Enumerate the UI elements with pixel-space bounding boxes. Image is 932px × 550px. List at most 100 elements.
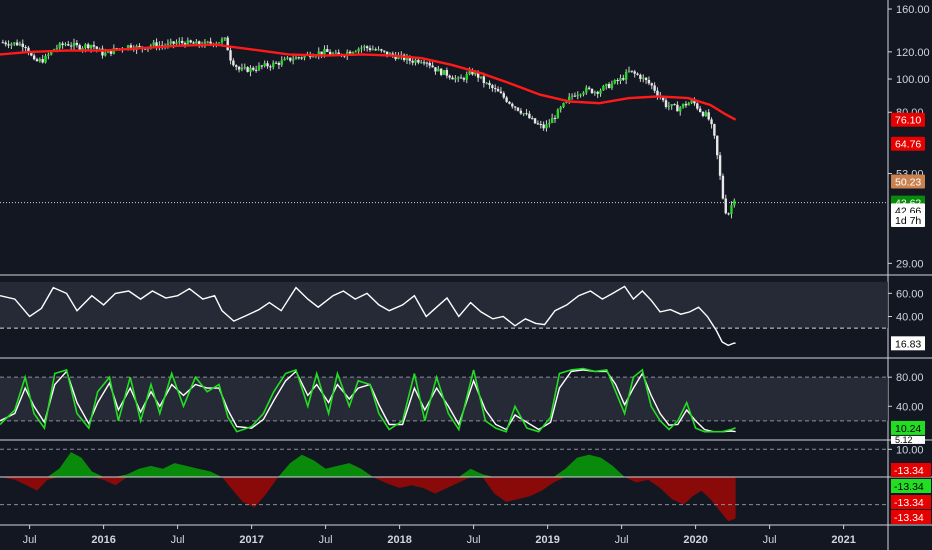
candle-body (13, 42, 16, 44)
candle-body (491, 85, 494, 89)
candle-body (237, 66, 241, 70)
candle-body (511, 103, 514, 107)
candle-body (106, 50, 110, 53)
candle-body (368, 48, 372, 50)
candle-body (328, 51, 332, 55)
candle-body (169, 41, 172, 44)
candle-body (243, 67, 246, 69)
candle-body (690, 100, 693, 104)
candle-body (673, 104, 676, 106)
candle-body (496, 89, 500, 92)
candle-body (730, 205, 733, 214)
candle-body (303, 55, 306, 58)
candle-body (240, 67, 244, 70)
candle-body (198, 41, 201, 45)
candle-body (104, 52, 107, 56)
candle-body (422, 62, 426, 64)
candle-body (152, 42, 155, 46)
candle-body (710, 119, 713, 125)
candle-body (280, 60, 283, 65)
candle-body (610, 83, 614, 89)
candle-body (667, 106, 671, 108)
oscillator-value-label: -13.34 (894, 465, 924, 477)
candle-body (64, 44, 67, 46)
candle-body (525, 113, 528, 115)
candle-body (579, 94, 582, 96)
candle-body (471, 71, 474, 75)
candle-body (437, 68, 440, 72)
stoch-d-label: 5.12 (895, 435, 913, 445)
candle-body (727, 213, 730, 215)
candle-body (394, 55, 397, 59)
candle-body (454, 78, 457, 80)
candle-body (661, 97, 665, 101)
rsi-axis-label: 40.00 (896, 312, 924, 324)
candle-body (531, 118, 534, 120)
candle-body (21, 43, 24, 48)
candle-body (235, 65, 238, 67)
candle-body (317, 51, 320, 56)
candle-body (528, 113, 531, 119)
candle-body (383, 50, 386, 52)
candle-body (439, 68, 443, 75)
candle-body (647, 79, 651, 84)
candle-body (380, 49, 383, 51)
price-badge-label: 50.23 (895, 177, 921, 189)
candle-body (508, 101, 511, 104)
candle-body (126, 45, 130, 49)
candle-body (172, 41, 175, 44)
candle-body (545, 124, 548, 129)
candle-body (605, 83, 608, 86)
candle-body (630, 70, 634, 72)
candle-body (607, 83, 611, 89)
candle-body (596, 91, 599, 94)
candle-body (670, 104, 673, 107)
oscillator-positive-area (0, 452, 736, 477)
candle-body (536, 123, 540, 125)
candle-body (283, 58, 286, 61)
candle-body (254, 69, 258, 71)
candle-body (602, 85, 605, 91)
candle-body (519, 110, 523, 114)
candle-body (272, 62, 275, 68)
candle-body (716, 135, 719, 156)
candle-body (431, 65, 434, 68)
candle-body (109, 50, 113, 54)
candle-body (98, 48, 101, 50)
price-badge (891, 112, 925, 127)
candle-body (24, 47, 27, 49)
candle-body (209, 41, 212, 44)
candle-body (348, 51, 352, 54)
candle-body (550, 117, 554, 124)
candle-body (32, 55, 36, 60)
candle-body (425, 62, 429, 64)
candle-body (587, 87, 591, 89)
candle-body (149, 45, 153, 48)
candle-body (67, 44, 70, 46)
candle-body (47, 54, 50, 56)
candle-body (556, 109, 560, 119)
price-badge (891, 174, 925, 189)
candle-body (459, 77, 463, 79)
candle-body (704, 112, 708, 117)
time-axis-label: Jul (319, 534, 333, 546)
candle-body (220, 39, 224, 43)
candle-body (698, 108, 702, 112)
candle-body (260, 65, 264, 67)
candle-body (616, 80, 619, 82)
candle-body (186, 40, 190, 46)
candle-body (78, 45, 81, 50)
time-axis-label: 2016 (91, 534, 115, 546)
candle-body (95, 46, 98, 49)
rsi-band (0, 281, 888, 329)
candle-body (553, 117, 557, 119)
time-axis-label: 2020 (683, 534, 707, 546)
candle-body (10, 43, 13, 46)
candle-body (479, 76, 483, 78)
candle-body (7, 44, 10, 46)
candle-body (656, 90, 659, 96)
candle-body (733, 200, 736, 206)
stoch-k-label: 10.24 (895, 423, 921, 435)
oscillator-value-label: -13.34 (894, 481, 924, 493)
